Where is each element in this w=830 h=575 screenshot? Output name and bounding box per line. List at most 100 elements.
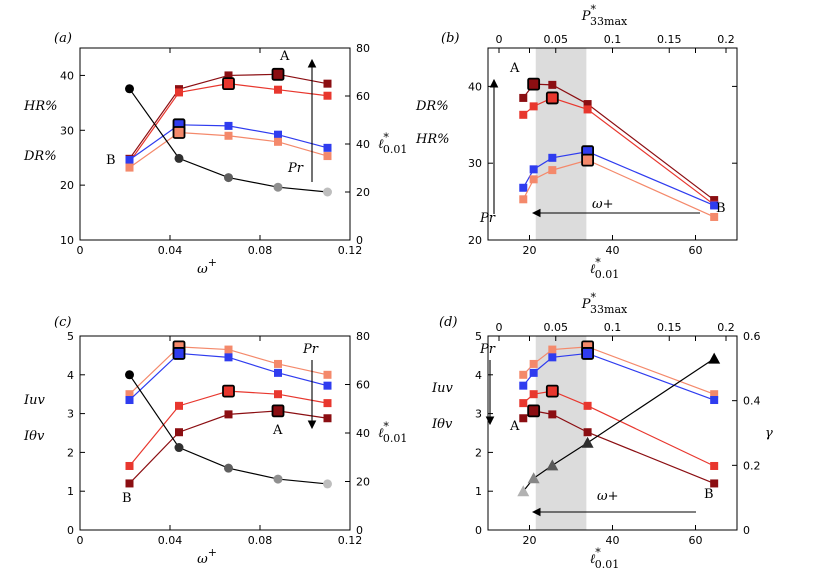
y2-axis-label-d: γ: [765, 426, 773, 441]
data-point-a-3-1: [172, 126, 186, 139]
y-tick-label-a: 20: [60, 179, 74, 192]
data-point-a-3-2: [224, 131, 233, 140]
data-point-c-4-4: [323, 479, 332, 489]
data-point-d-1-3: [581, 347, 594, 360]
annotation-d-3: ω+: [597, 489, 619, 504]
x2-tick-label-b: 0.15: [657, 33, 682, 46]
y-axis-label-1-c: Iuv: [23, 393, 46, 408]
x-tick-label-c: 0.04: [158, 534, 183, 547]
y-axis-label-2-c: Iθv: [23, 429, 45, 444]
data-point-d-0-1: [529, 359, 538, 368]
x2-tick-label-d: 0: [496, 321, 503, 334]
y-axis-label-1-b: DR%: [415, 99, 449, 114]
x-axis-label-b-sup: *: [595, 256, 601, 269]
y2-tick-label-d: 0.2: [743, 459, 761, 472]
data-point-d-4-1: [527, 472, 540, 484]
annotation-c-2: Pr: [302, 342, 319, 357]
data-point-c-2-0: [125, 461, 134, 470]
data-point-a-2-0: [125, 155, 134, 164]
annotation-c-1: B: [122, 491, 132, 506]
y-tick-label-c: 0: [67, 524, 74, 537]
data-point-a-3-0: [125, 163, 134, 172]
x-axis-label-c: ω+: [197, 546, 217, 567]
data-point-d-1-4: [710, 396, 719, 405]
data-point-b-3-4: [710, 212, 719, 221]
x2-tick-label-b: 0.2: [717, 33, 735, 46]
x-axis-label-a: ω+: [197, 256, 217, 277]
data-point-a-4-0: [125, 84, 134, 94]
y-axis-label-2-d: Iθv: [431, 417, 453, 432]
data-point-a-4-2: [224, 173, 233, 183]
y-tick-label-c: 3: [67, 408, 74, 421]
data-point-d-3-3: [583, 428, 592, 437]
y2-axis-label-c-sup: *: [383, 420, 389, 433]
data-point-b-3-0: [519, 195, 528, 204]
y2-axis-label-a-sub: 0.01: [383, 143, 408, 156]
top-axis-label-d-sup: *: [591, 291, 597, 304]
y2-tick-label-a: 20: [356, 186, 370, 199]
data-point-a-3-4: [323, 152, 332, 161]
data-point-d-3-1: [527, 404, 541, 418]
data-point-b-2-0: [519, 183, 528, 192]
x2-tick-label-b: 0.05: [544, 33, 569, 46]
data-point-b-3-3: [581, 153, 594, 167]
y2-axis-label-c: ℓ* 0.01: [378, 420, 407, 445]
y2-tick-label-a: 80: [356, 42, 370, 55]
y-tick-label-b: 20: [468, 234, 482, 247]
top-axis-label-b-sup: *: [591, 3, 597, 16]
data-point-a-2-4: [323, 143, 332, 152]
x-axis-label-d-sup: *: [595, 546, 601, 559]
x-tick-label-a: 0.12: [338, 244, 363, 257]
y2-tick-label-c: 60: [356, 379, 370, 392]
data-point-d-0-2: [548, 345, 557, 354]
y-tick-label-d: 1: [475, 485, 482, 498]
data-point-c-0-4: [323, 370, 332, 379]
y-tick-label-d: 0: [475, 524, 482, 537]
y-axis-label-1-a: HR%: [23, 99, 57, 114]
panel-tag-b: (b): [441, 31, 459, 46]
x-tick-label-c: 0: [77, 534, 84, 547]
panel-tag-a: (a): [54, 31, 72, 46]
x-tick-label-b: 40: [606, 244, 620, 257]
data-point-d-1-0: [519, 381, 528, 390]
y2-axis-label-a: ℓ* 0.01: [378, 131, 407, 156]
y2-tick-label-c: 40: [356, 427, 370, 440]
data-point-b-1-2: [545, 91, 559, 105]
top-axis-label-d: P* 33max: [581, 291, 628, 316]
y-tick-label-a: 30: [60, 124, 74, 137]
x-tick-label-a: 0: [77, 244, 84, 257]
y2-axis-label-a-base: ℓ: [378, 137, 384, 152]
y-tick-label-b: 30: [468, 157, 482, 170]
series-line-c-2: [129, 390, 328, 467]
y-tick-label-a: 40: [60, 69, 74, 82]
y-axis-label-2-a: DR%: [23, 149, 57, 164]
annotation-a-2: Pr: [287, 161, 304, 176]
x-tick-label-c: 0.08: [248, 534, 273, 547]
top-axis-label-b-sub: 33max: [590, 15, 628, 28]
data-point-d-0-4: [710, 390, 719, 399]
data-point-b-0-1: [527, 77, 541, 91]
data-point-a-1-1: [175, 88, 183, 97]
x-axis-label-c-base: ω: [197, 552, 208, 567]
panel-tag-d: (d): [439, 315, 457, 330]
data-point-c-3-0: [125, 479, 134, 488]
annotation-b-0: A: [509, 61, 520, 76]
annotation-a-0: A: [279, 49, 290, 64]
y2-axis-label-c-base: ℓ: [378, 426, 384, 441]
data-point-b-0-2: [548, 80, 557, 89]
data-point-d-4-2: [546, 459, 559, 471]
data-point-d-2-4: [710, 461, 719, 470]
y-axis-label-1-d: Iuv: [431, 381, 454, 396]
x2-tick-label-d: 0.2: [717, 321, 735, 334]
annotation-d-1: B: [704, 487, 714, 502]
data-point-c-2-2: [222, 384, 235, 398]
data-point-b-0-4: [710, 196, 719, 205]
x-tick-label-d: 40: [606, 534, 620, 547]
data-point-b-0-3: [583, 100, 592, 109]
y-tick-label-c: 5: [67, 330, 74, 343]
data-point-b-1-1: [529, 102, 538, 111]
data-point-c-3-3: [271, 404, 285, 418]
data-point-a-0-4: [323, 79, 332, 88]
data-point-d-2-0: [519, 399, 528, 408]
